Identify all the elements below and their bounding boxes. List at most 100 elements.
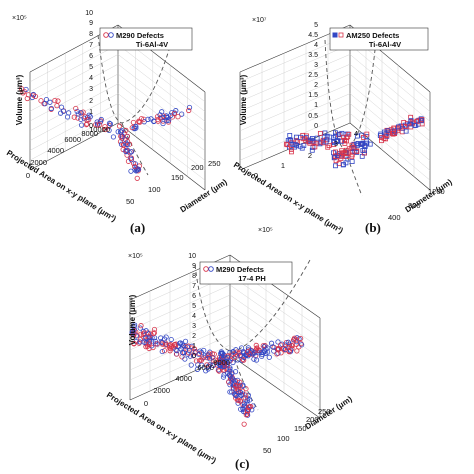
data-point bbox=[385, 128, 391, 134]
y-tick-label: 150 bbox=[171, 173, 184, 182]
data-point bbox=[287, 138, 293, 144]
data-point bbox=[124, 141, 131, 147]
data-point bbox=[138, 323, 144, 329]
data-point bbox=[285, 339, 291, 345]
y-tick-label: 1200 bbox=[428, 187, 445, 196]
data-point bbox=[162, 342, 169, 348]
z-tick-label: 8 bbox=[192, 273, 196, 280]
data-point bbox=[132, 167, 138, 173]
data-point bbox=[333, 133, 338, 139]
z-tick-label: 4 bbox=[314, 42, 318, 49]
data-point bbox=[265, 345, 271, 351]
data-point bbox=[379, 135, 385, 140]
data-point bbox=[274, 351, 280, 357]
z-tick-label: 5 bbox=[314, 22, 318, 29]
gridline bbox=[239, 93, 351, 141]
data-point bbox=[283, 339, 289, 346]
data-point bbox=[222, 355, 228, 361]
x-tick-label: 6000 bbox=[64, 135, 81, 144]
data-point bbox=[159, 348, 165, 355]
data-point bbox=[175, 114, 181, 120]
data-point bbox=[184, 344, 190, 350]
data-point bbox=[263, 350, 269, 356]
z-axis-label: Volume (μm³) bbox=[15, 74, 24, 125]
data-point bbox=[360, 148, 366, 153]
x-tick-label: 4 bbox=[354, 129, 358, 138]
data-point bbox=[258, 350, 264, 356]
data-point bbox=[231, 355, 237, 361]
data-point bbox=[97, 122, 103, 128]
data-point bbox=[52, 97, 58, 104]
data-point bbox=[186, 107, 192, 114]
data-point bbox=[166, 342, 173, 349]
z-multiplier: ×10⁵ bbox=[128, 253, 143, 260]
guide-curve bbox=[344, 149, 363, 197]
x-tick-label: 2 bbox=[308, 151, 312, 160]
gridline bbox=[349, 83, 431, 151]
z-axis-label: Volume (μm³) bbox=[239, 74, 248, 125]
data-point bbox=[220, 374, 227, 380]
data-point bbox=[240, 382, 246, 388]
y-tick-label: 100 bbox=[277, 434, 290, 443]
x-tick-label: 4000 bbox=[175, 374, 192, 383]
data-point bbox=[123, 148, 129, 154]
legend-frame bbox=[199, 261, 293, 285]
legend-marker-blue bbox=[332, 32, 338, 38]
gridline bbox=[349, 103, 431, 171]
x-multiplier: ×10⁵ bbox=[258, 227, 273, 234]
axis-line bbox=[117, 122, 206, 191]
y-tick-label: 50 bbox=[263, 446, 271, 455]
legend-subtitle: 17-4 PH bbox=[238, 274, 266, 283]
data-point bbox=[309, 147, 315, 153]
data-point bbox=[227, 365, 233, 371]
data-point bbox=[408, 118, 414, 123]
gridline bbox=[117, 44, 206, 112]
data-point bbox=[179, 341, 185, 347]
data-point bbox=[174, 351, 180, 357]
data-point bbox=[266, 354, 272, 360]
data-point bbox=[221, 360, 227, 366]
data-point bbox=[97, 119, 104, 125]
gridline bbox=[29, 103, 119, 151]
data-point bbox=[282, 346, 288, 353]
x-tick-label: 4000 bbox=[47, 146, 64, 155]
data-point bbox=[78, 122, 85, 128]
axis-line bbox=[349, 122, 431, 191]
z-multiplier: ×10⁵ bbox=[12, 15, 27, 22]
data-point bbox=[408, 114, 414, 120]
data-point bbox=[75, 111, 81, 117]
z-tick-label: 0.5 bbox=[308, 113, 318, 120]
data-point bbox=[227, 389, 233, 395]
data-point bbox=[219, 350, 225, 356]
data-point bbox=[169, 110, 175, 116]
data-point bbox=[289, 343, 295, 349]
data-point bbox=[151, 330, 157, 336]
x-tick-label: 2000 bbox=[30, 158, 47, 167]
data-point bbox=[312, 144, 318, 150]
data-point bbox=[106, 127, 112, 134]
legend-marker-blue bbox=[208, 266, 214, 272]
data-point bbox=[167, 345, 173, 351]
data-point bbox=[143, 335, 149, 341]
data-point bbox=[260, 343, 266, 349]
data-point bbox=[209, 351, 216, 357]
data-point bbox=[134, 175, 140, 181]
x-axis-label: Projected Area on x-y plane (μm²) bbox=[232, 160, 345, 235]
x-tick-label: 0 bbox=[254, 171, 258, 180]
data-point bbox=[245, 349, 251, 355]
data-point bbox=[232, 383, 239, 389]
data-point bbox=[225, 370, 231, 377]
data-point bbox=[303, 135, 309, 140]
data-point bbox=[167, 348, 173, 354]
x-tick-label: 8000 bbox=[81, 129, 98, 138]
data-point bbox=[233, 392, 239, 398]
y-tick-label: 150 bbox=[294, 424, 307, 433]
z-tick-label: 3.5 bbox=[308, 52, 318, 59]
gridline bbox=[229, 324, 321, 389]
y-tick-label: 400 bbox=[388, 213, 401, 222]
data-point bbox=[288, 146, 294, 152]
data-point bbox=[32, 93, 39, 100]
